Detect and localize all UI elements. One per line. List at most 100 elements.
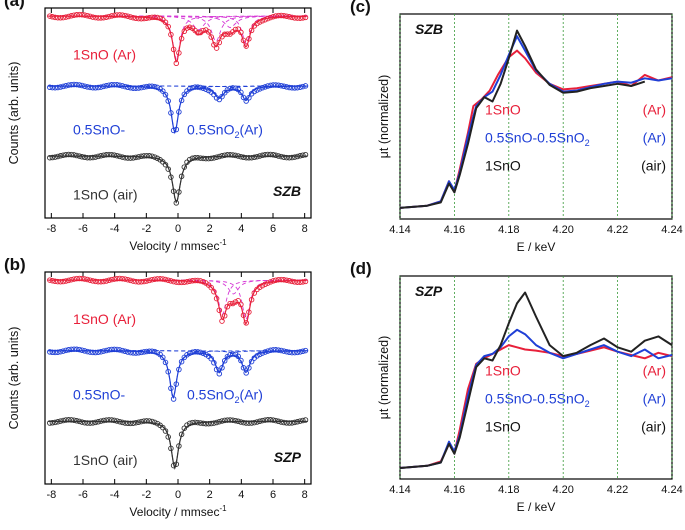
- data-point: [106, 417, 112, 423]
- data-point: [160, 424, 166, 431]
- data-point: [154, 420, 161, 427]
- data-point: [81, 12, 88, 18]
- x-tick-label-c: 4.14: [389, 224, 410, 236]
- data-point: [302, 14, 309, 21]
- data-point: [76, 275, 83, 282]
- data-point: [265, 280, 271, 286]
- data-point: [256, 418, 263, 425]
- series-label-a-0: 1SnO (Ar): [73, 46, 136, 62]
- data-point: [47, 84, 53, 91]
- data-point: [235, 353, 241, 360]
- data-point: [230, 85, 236, 91]
- data-point: [76, 153, 83, 159]
- legend-label-c-2: 1SnO: [485, 157, 521, 173]
- data-point: [273, 417, 279, 424]
- data-point: [195, 419, 201, 426]
- data-point: [87, 277, 93, 283]
- data-point: [71, 346, 77, 352]
- data-point: [111, 81, 118, 88]
- data-point: [95, 153, 101, 160]
- data-point: [157, 276, 163, 282]
- data-point: [60, 152, 66, 158]
- data-point: [100, 83, 107, 90]
- data-point: [114, 346, 120, 353]
- data-point: [60, 278, 66, 285]
- data-point: [173, 461, 180, 467]
- data-point: [216, 39, 223, 46]
- data-point: [189, 84, 196, 91]
- data-point: [108, 276, 115, 283]
- data-point: [184, 279, 190, 285]
- data-point: [100, 348, 107, 354]
- data-point: [259, 85, 266, 91]
- data-point: [186, 86, 193, 92]
- data-point: [262, 84, 268, 90]
- data-point: [256, 351, 263, 358]
- data-point: [265, 15, 271, 22]
- data-point: [57, 153, 64, 159]
- data-point: [138, 15, 145, 22]
- data-point: [256, 86, 263, 92]
- data-point: [63, 278, 69, 284]
- plot-frame-d: [399, 275, 673, 480]
- data-point: [81, 154, 88, 161]
- data-point: [275, 418, 282, 425]
- series-label-b-2: 1SnO (air): [73, 452, 138, 468]
- data-point: [149, 348, 155, 354]
- data-point: [283, 348, 290, 355]
- x-tick-label-a: 2: [207, 223, 213, 235]
- data-point: [149, 83, 155, 89]
- data-point: [267, 151, 274, 158]
- data-point: [108, 82, 115, 88]
- x-tick-label-a: -8: [46, 223, 56, 235]
- data-point: [143, 15, 150, 21]
- data-point: [135, 350, 142, 356]
- data-point: [111, 346, 118, 353]
- data-point: [216, 153, 223, 160]
- data-point: [168, 110, 174, 116]
- data-point: [79, 419, 85, 425]
- data-point: [189, 419, 196, 426]
- data-point: [289, 420, 295, 426]
- data-point: [125, 84, 131, 91]
- data-point: [47, 154, 53, 161]
- data-point: [103, 152, 110, 158]
- data-point: [224, 87, 231, 93]
- data-point: [286, 420, 293, 426]
- x-tick-label-d: 4.22: [607, 484, 628, 496]
- data-point: [275, 12, 282, 19]
- data-point: [133, 278, 139, 285]
- data-point: [90, 84, 96, 91]
- data-point: [165, 368, 171, 375]
- data-point: [90, 154, 96, 161]
- data-point: [213, 95, 220, 101]
- data-point: [119, 154, 126, 160]
- data-point: [84, 12, 91, 19]
- data-point: [294, 15, 301, 21]
- data-point: [289, 85, 295, 91]
- data-point: [55, 349, 61, 355]
- data-point: [176, 443, 182, 449]
- data-point: [71, 12, 77, 18]
- data-point: [133, 350, 139, 356]
- data-point: [47, 13, 53, 19]
- data-point: [49, 14, 56, 20]
- data-point: [265, 151, 271, 158]
- panel-label-b: (b): [4, 255, 26, 274]
- data-point: [240, 94, 247, 101]
- data-point: [141, 15, 147, 22]
- data-point: [165, 98, 171, 104]
- data-point: [270, 82, 276, 88]
- series-label-b-0: 1SnO (Ar): [73, 311, 136, 327]
- data-point: [52, 278, 58, 285]
- data-point: [160, 354, 166, 361]
- data-point: [76, 11, 83, 18]
- data-point: [87, 84, 93, 91]
- data-point: [170, 278, 177, 285]
- data-point: [60, 348, 66, 354]
- y-axis-label-d: μt (normalized): [377, 336, 391, 420]
- data-point: [92, 85, 99, 91]
- data-point: [246, 155, 252, 161]
- data-point: [84, 154, 91, 161]
- data-point: [149, 418, 155, 425]
